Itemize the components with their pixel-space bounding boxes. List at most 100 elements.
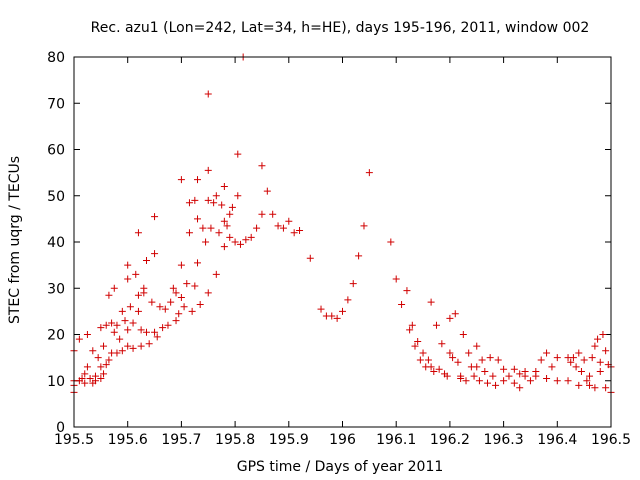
- data-point: [473, 342, 481, 350]
- data-point: [142, 328, 150, 336]
- data-point: [516, 370, 524, 378]
- x-tick-label: 195.7: [161, 432, 201, 448]
- data-point: [132, 270, 140, 278]
- data-point: [226, 210, 234, 218]
- data-point: [172, 317, 180, 325]
- y-tick-label: 10: [47, 374, 65, 390]
- data-point: [492, 381, 500, 389]
- data-point: [500, 365, 508, 373]
- data-point: [411, 342, 419, 350]
- data-point: [81, 370, 89, 378]
- data-point: [113, 321, 121, 329]
- data-point: [126, 303, 134, 311]
- data-point: [505, 372, 513, 380]
- data-point: [424, 356, 432, 364]
- data-point: [387, 238, 395, 246]
- data-point: [408, 321, 416, 329]
- data-point: [177, 294, 185, 301]
- data-point: [151, 250, 159, 258]
- data-point: [459, 331, 467, 338]
- data-point: [91, 377, 99, 385]
- data-point: [207, 224, 215, 232]
- y-tick-label: 50: [47, 189, 65, 205]
- chart-title: Rec. azu1 (Lon=242, Lat=34, h=HE), days …: [91, 20, 590, 36]
- data-point: [349, 280, 357, 288]
- data-point: [253, 224, 261, 232]
- data-point: [569, 354, 577, 362]
- data-point: [427, 298, 435, 306]
- data-point: [577, 368, 585, 375]
- y-tick-label: 40: [47, 235, 65, 251]
- data-point: [102, 361, 110, 369]
- data-point: [145, 340, 153, 348]
- data-point: [454, 358, 462, 366]
- data-point: [510, 379, 518, 387]
- x-tick-label: 195.6: [108, 432, 148, 448]
- data-point: [317, 305, 325, 313]
- data-point: [457, 374, 465, 382]
- data-point: [110, 284, 118, 292]
- data-point: [86, 374, 94, 382]
- data-point: [148, 298, 156, 306]
- y-tick-label: 60: [47, 143, 65, 159]
- data-point: [215, 229, 223, 237]
- data-point: [242, 236, 250, 244]
- data-point: [159, 324, 167, 332]
- data-point: [212, 192, 220, 200]
- data-point: [185, 199, 193, 207]
- data-point: [177, 176, 185, 184]
- data-point: [532, 372, 540, 380]
- data-point: [392, 275, 400, 283]
- data-point: [134, 307, 142, 315]
- data-point: [194, 215, 202, 223]
- data-point: [478, 356, 486, 364]
- y-tick-labels: 0 10 20 30 40 50 60 70 80: [47, 50, 65, 436]
- data-point: [94, 354, 102, 362]
- data-point: [470, 372, 478, 380]
- data-point: [134, 291, 142, 299]
- data-point: [306, 254, 314, 262]
- data-point: [183, 280, 191, 288]
- data-point: [489, 372, 497, 380]
- data-point: [124, 326, 132, 334]
- data-point: [583, 377, 591, 385]
- data-point: [191, 282, 199, 290]
- data-point: [247, 233, 255, 241]
- x-tick-label: 195.5: [54, 432, 94, 448]
- data-point: [110, 328, 118, 336]
- data-point: [102, 321, 110, 329]
- data-point: [360, 222, 368, 230]
- data-point: [438, 340, 446, 348]
- data-point: [116, 335, 124, 343]
- data-point: [258, 162, 266, 170]
- data-point: [156, 303, 164, 311]
- data-point: [140, 289, 148, 297]
- data-point: [553, 377, 561, 385]
- data-point: [449, 354, 457, 362]
- data-point: [481, 368, 489, 375]
- data-point: [175, 310, 183, 318]
- data-point: [226, 233, 234, 241]
- data-point: [406, 326, 414, 334]
- x-axis-label: GPS time / Days of year 2011: [237, 459, 444, 475]
- data-point: [602, 347, 610, 355]
- data-point: [543, 349, 551, 357]
- data-point: [333, 314, 341, 322]
- data-point: [586, 372, 594, 380]
- data-point: [204, 289, 212, 297]
- y-tick-label: 0: [56, 420, 65, 436]
- data-point: [169, 284, 177, 292]
- data-point: [151, 328, 159, 336]
- data-point: [231, 238, 239, 246]
- data-point: [521, 368, 529, 375]
- data-point: [567, 358, 575, 366]
- data-point: [108, 319, 116, 327]
- data-point: [196, 300, 204, 308]
- data-point: [218, 201, 226, 209]
- data-point: [285, 217, 293, 225]
- data-point: [89, 347, 97, 355]
- data-point: [419, 349, 427, 357]
- data-point: [263, 187, 271, 195]
- data-point: [100, 370, 108, 378]
- data-point: [572, 363, 580, 371]
